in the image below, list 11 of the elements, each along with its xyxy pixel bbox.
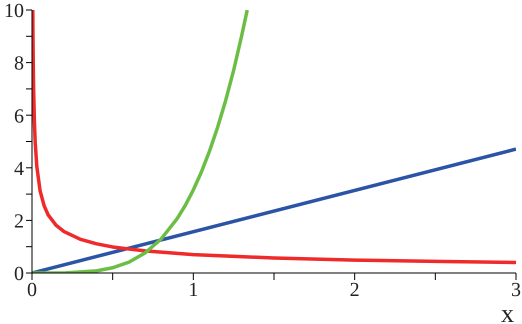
y-tick-label: 4: [14, 158, 24, 180]
x-axis-title: x: [501, 299, 514, 324]
y-tick-label: 6: [14, 105, 24, 128]
x-tick-label: 1: [188, 279, 198, 302]
y-tick-label: 10: [4, 0, 24, 22]
y-tick-label: 8: [14, 52, 24, 75]
y-tick-label: 0: [14, 263, 24, 286]
x-tick-label: 3: [511, 279, 521, 302]
x-tick-label: 2: [350, 279, 360, 302]
line-series: [32, 10, 516, 264]
y-tick-label: 2: [14, 210, 24, 232]
